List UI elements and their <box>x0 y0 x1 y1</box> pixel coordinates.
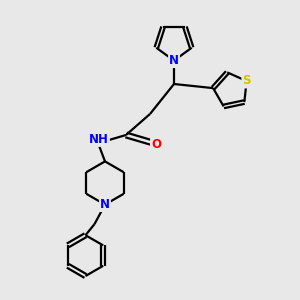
Text: NH: NH <box>89 133 109 146</box>
Text: S: S <box>242 74 251 88</box>
Text: N: N <box>100 198 110 211</box>
Text: O: O <box>151 137 161 151</box>
Text: N: N <box>169 54 179 67</box>
